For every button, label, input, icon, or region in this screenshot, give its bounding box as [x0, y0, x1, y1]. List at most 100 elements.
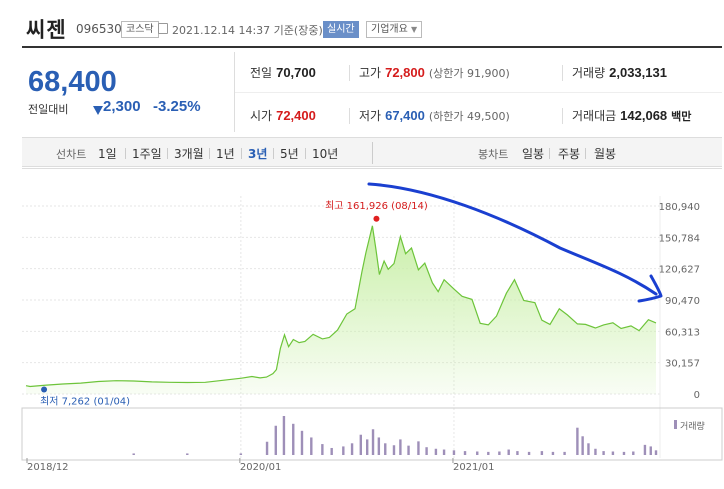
high-annotation: 최고 161,926 (08/14): [325, 200, 428, 212]
volume-legend-swatch: [674, 420, 677, 429]
volume-bar: [587, 443, 590, 455]
volume-bar: [563, 451, 566, 455]
volume-bar: [425, 447, 428, 455]
volume-bar: [654, 450, 658, 455]
volume-bar: [417, 441, 420, 455]
y-axis-ticks: 0 30,157 60,313 90,470 120,627 150,784 180,940: [659, 202, 700, 401]
volume-bar: [399, 439, 402, 455]
period-3y[interactable]: 3년: [248, 147, 268, 161]
price-area: [26, 225, 656, 394]
volume-bar: [342, 446, 345, 455]
y-tick-label: 120,627: [659, 265, 700, 276]
volume-bar: [371, 429, 375, 455]
period-divider: [549, 148, 550, 159]
period-divider: [585, 148, 586, 159]
volume-bar: [527, 451, 531, 455]
stat-unit: 백만: [671, 110, 692, 123]
change-label: 전일대비: [28, 103, 69, 116]
volume-bar: [452, 450, 456, 455]
volume-bar: [392, 445, 396, 455]
y-tick-label: 150,784: [659, 233, 700, 244]
down-triangle-icon: [93, 106, 103, 115]
x-tick-label: 2021/01: [453, 462, 495, 473]
volume-bar: [576, 427, 579, 455]
stat-high: 고가 72,800 (상한가 91,900): [359, 64, 510, 81]
stat-divider: [349, 65, 350, 81]
chart-type-divider: [372, 142, 373, 164]
period-divider: [167, 148, 168, 159]
period-divider: [209, 148, 210, 159]
volume-bar: [632, 451, 635, 455]
extreme-markers: 최고 161,926 (08/14) 최저 7,262 (01/04): [40, 200, 428, 408]
stat-label: 고가: [359, 66, 382, 80]
live-badge[interactable]: 실시간: [323, 21, 359, 38]
market-badge: 코스닥: [121, 21, 159, 38]
y-tick-label: 0: [694, 390, 700, 401]
volume-bar: [330, 447, 333, 455]
volume-bar: [622, 451, 626, 455]
stat-divider: [562, 65, 563, 81]
period-divider: [241, 148, 242, 159]
stat-value: 2,033,131: [609, 65, 667, 80]
chevron-down-icon: ▼: [411, 25, 418, 34]
period-divider: [273, 148, 274, 159]
stat-value: 142,068: [620, 108, 668, 123]
stat-prev-close: 전일 70,700: [250, 64, 316, 81]
price-line: [25, 225, 657, 388]
clock-icon: [158, 23, 168, 34]
period-10y[interactable]: 10년: [312, 147, 339, 161]
candle-monthly[interactable]: 월봉: [594, 147, 617, 161]
change-amount: 2,300: [103, 98, 141, 115]
x-axis-ticks: 2018/12 2020/01 2021/01: [26, 458, 495, 473]
stat-label: 거래대금: [572, 109, 617, 123]
stat-open: 시가 72,400: [250, 107, 316, 124]
period-3m[interactable]: 3개월: [174, 147, 204, 161]
price-block: 68,400 전일대비 2,300 -3.25%: [22, 54, 232, 132]
change-percent: -3.25%: [153, 98, 201, 115]
company-info-button[interactable]: 기업개요 ▼: [366, 21, 423, 38]
chart-grid: [21, 168, 723, 461]
volume-bar: [507, 449, 510, 455]
period-5y[interactable]: 5년: [280, 147, 299, 161]
row-divider: [235, 92, 722, 93]
header-divider: [22, 46, 722, 48]
current-price: 68,400: [28, 66, 117, 98]
volume-bar: [602, 451, 605, 455]
stats-grid: 전일 70,700 고가 72,800 (상한가 91,900) 거래량 2,033,1…: [235, 52, 722, 134]
volume-panel-border: [21, 407, 723, 461]
period-1w[interactable]: 1주일: [132, 147, 162, 161]
volume-bar: [239, 453, 243, 455]
stat-value: 72,400: [276, 108, 316, 123]
stat-sub: (상한가 91,900): [428, 67, 510, 80]
volume-bar: [359, 434, 362, 455]
company-info-label: 기업개요: [371, 24, 408, 35]
stat-volume: 거래량 2,033,131: [572, 64, 667, 81]
volume-bar: [292, 423, 295, 455]
volume-bar: [581, 436, 584, 455]
volume-bar: [186, 453, 189, 455]
volume-bar: [649, 446, 652, 455]
stat-value: 70,700: [276, 65, 316, 80]
period-1y[interactable]: 1년: [216, 147, 235, 161]
stat-label: 시가: [250, 109, 273, 123]
y-tick-label: 90,470: [665, 296, 700, 307]
candle-weekly[interactable]: 주봉: [558, 147, 581, 161]
volume-bar: [321, 444, 324, 455]
volume-bars: 거래량: [132, 416, 705, 455]
volume-bar: [442, 449, 446, 455]
period-1d[interactable]: 1일: [98, 147, 117, 161]
y-tick-label: 60,313: [665, 327, 700, 338]
candle-daily[interactable]: 일봉: [522, 147, 545, 161]
stat-label: 거래량: [572, 66, 606, 80]
low-annotation: 최저 7,262 (01/04): [40, 395, 130, 407]
volume-bar: [350, 443, 354, 455]
volume-bar: [643, 444, 647, 455]
stock-header: 씨젠 096530 코스닥 2021.12.14 14:37 기준(장중) 실시…: [0, 0, 724, 46]
volume-bar: [274, 425, 277, 455]
price-divider: [234, 52, 235, 132]
timestamp: 2021.12.14 14:37 기준(장중): [172, 24, 323, 37]
volume-bar: [434, 448, 438, 455]
volume-bar: [476, 451, 479, 455]
volume-bar: [594, 448, 597, 455]
volume-bar: [487, 451, 490, 455]
